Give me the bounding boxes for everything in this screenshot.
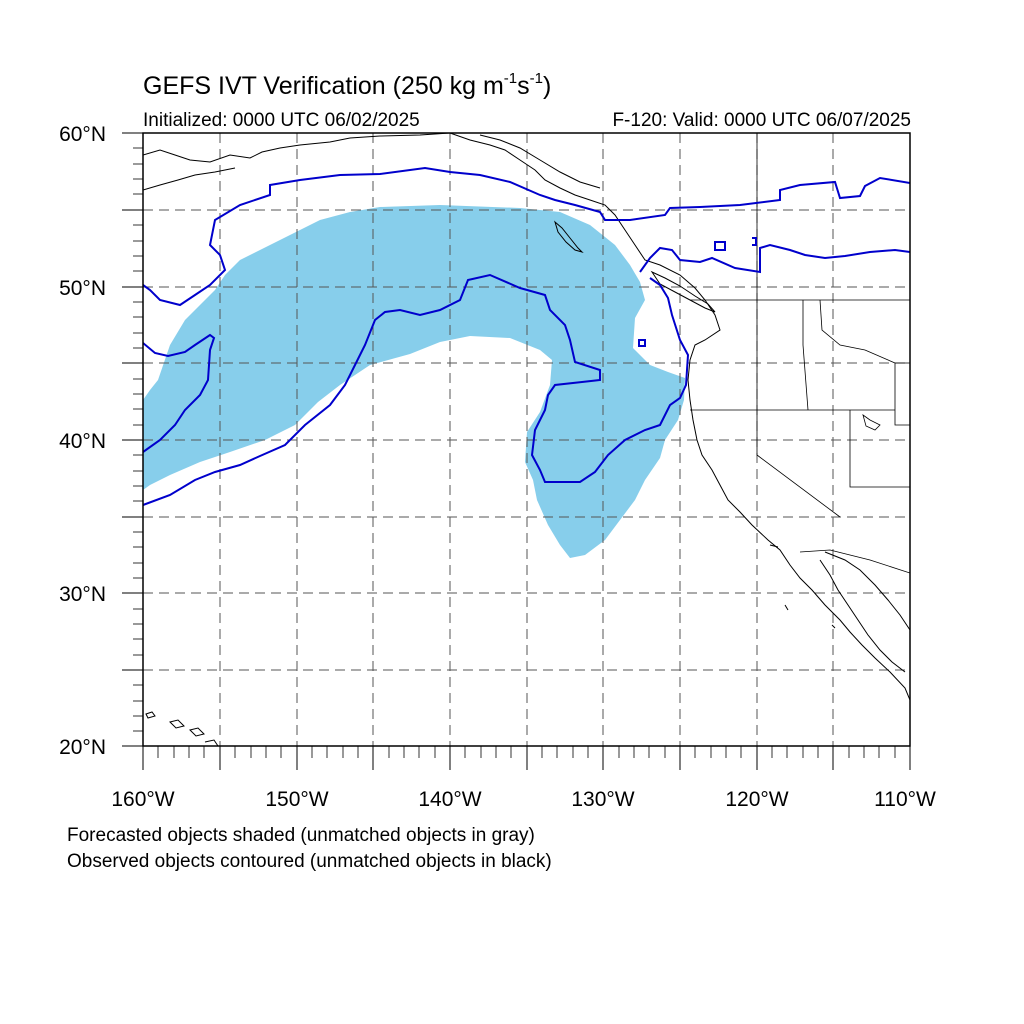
lon-label: 150°W	[265, 788, 328, 811]
legend-observed-note: Observed objects contoured (unmatched ob…	[67, 851, 552, 872]
latitude-labels: 60°N 50°N 40°N 30°N 20°N	[59, 123, 106, 759]
observed-object-inland	[639, 243, 910, 274]
longitude-labels: 160°W 150°W 140°W 130°W 120°W 110°W	[111, 788, 936, 811]
initialized-label: Initialized: 0000 UTC 06/02/2025	[143, 110, 420, 131]
lat-label: 20°N	[59, 736, 106, 759]
lon-label: 160°W	[111, 788, 174, 811]
axis-ticks	[122, 132, 911, 770]
chart-title: GEFS IVT Verification (250 kg m-1s-1)	[143, 70, 552, 100]
forecast-ivt-object	[143, 205, 685, 558]
valid-time-label: F-120: Valid: 0000 UTC 06/07/2025	[612, 110, 911, 131]
coastline	[143, 133, 910, 746]
lon-label: 130°W	[571, 788, 634, 811]
lat-label: 50°N	[59, 277, 106, 300]
lat-label: 60°N	[59, 123, 106, 146]
lon-label: 120°W	[725, 788, 788, 811]
legend-forecast-note: Forecasted objects shaded (unmatched obj…	[67, 825, 535, 846]
political-boundaries	[690, 133, 910, 574]
observed-object-north	[143, 166, 910, 307]
lon-label: 110°W	[874, 788, 936, 811]
observed-object-main	[143, 273, 690, 506]
lat-label: 30°N	[59, 583, 106, 606]
observed-ivt-contours	[143, 166, 910, 506]
lat-label: 40°N	[59, 430, 106, 453]
lon-label: 140°W	[418, 788, 481, 811]
